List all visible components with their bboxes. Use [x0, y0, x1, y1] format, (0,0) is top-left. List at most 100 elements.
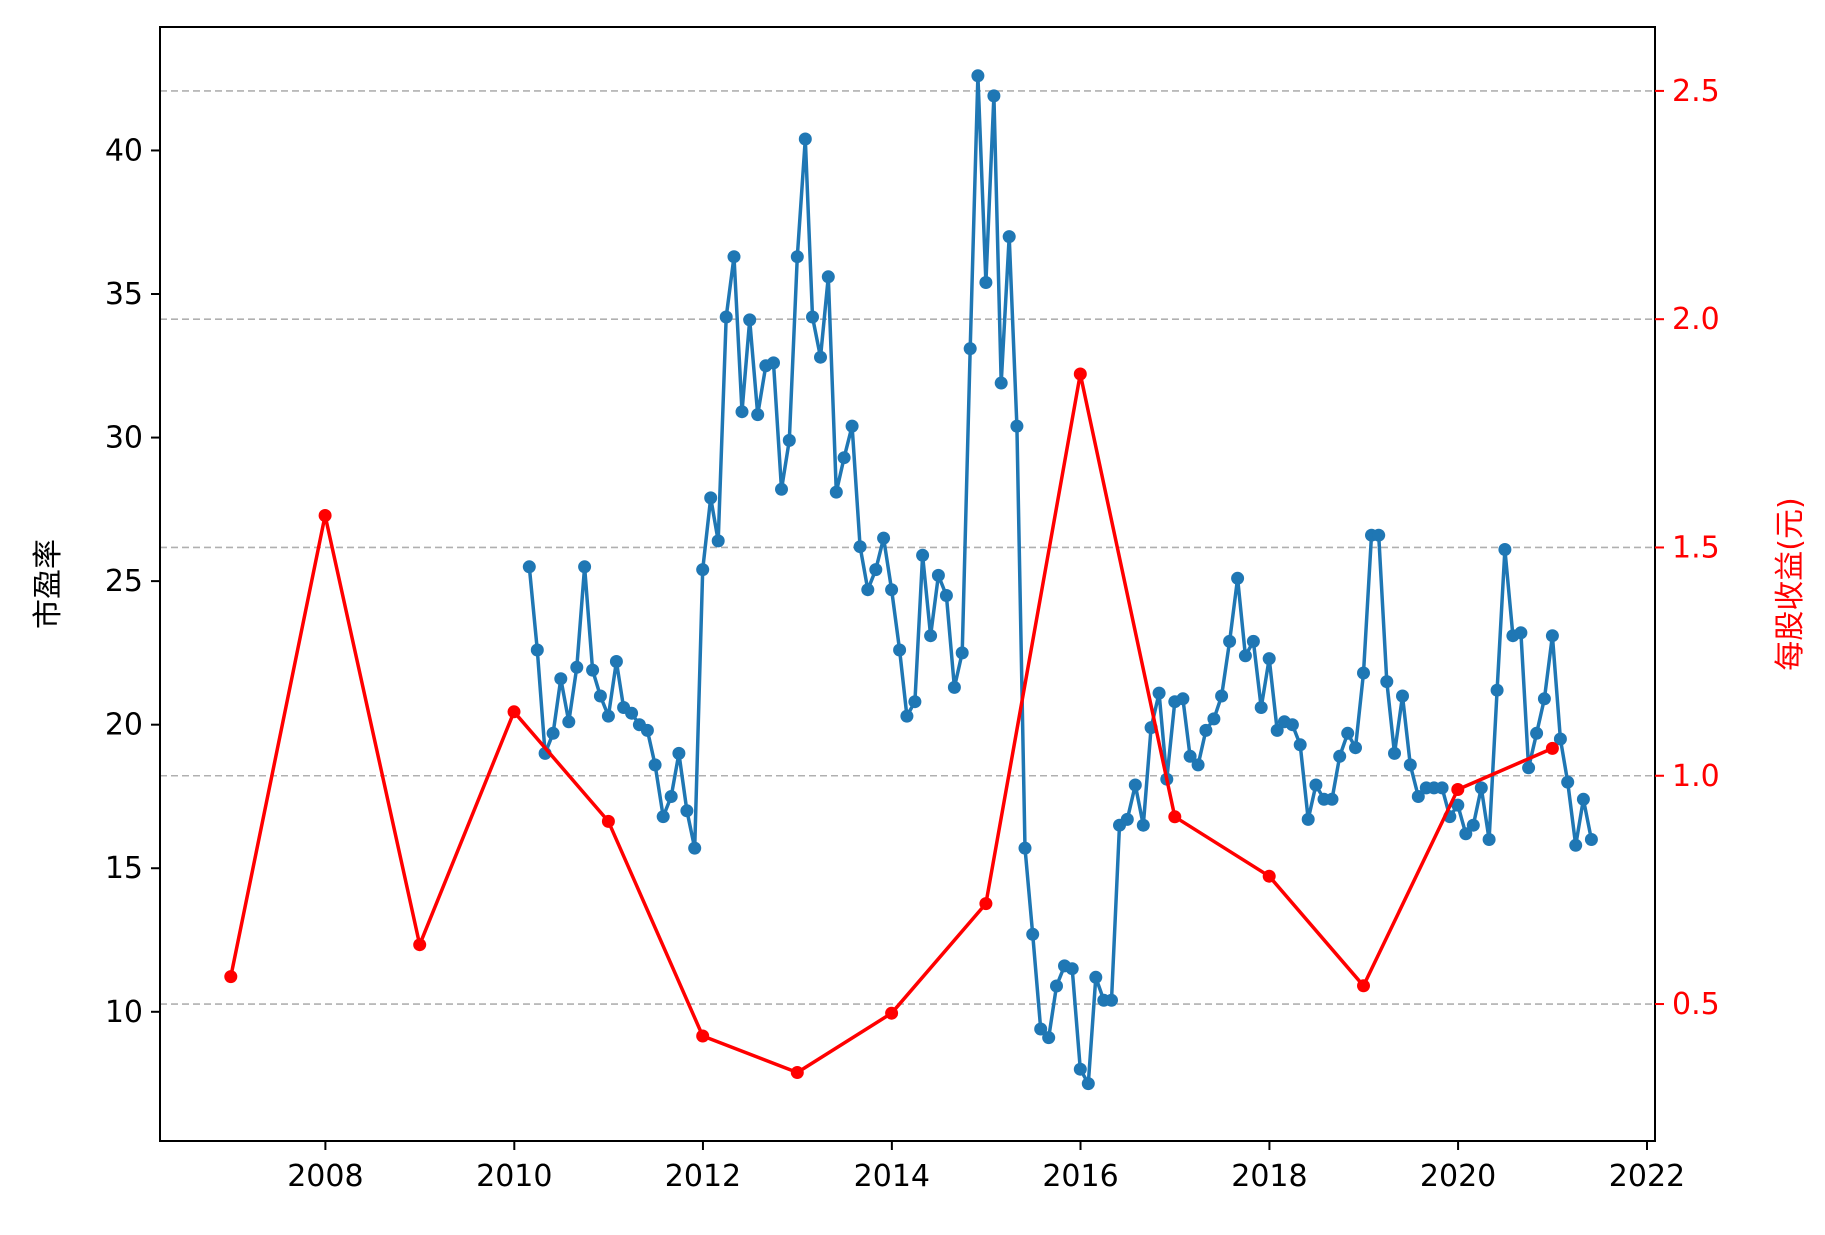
pe-point — [1089, 970, 1103, 984]
left-y-tick-label: 15 — [105, 851, 143, 886]
pe-point — [767, 356, 780, 370]
eps-point — [1451, 783, 1465, 796]
pe-point — [1530, 726, 1544, 740]
x-tick-label: 2008 — [287, 1159, 363, 1194]
left-y-tick-label: 40 — [105, 133, 143, 168]
pe-point — [688, 841, 702, 855]
pe-point — [1152, 686, 1166, 700]
pe-point — [1285, 718, 1299, 732]
pe-point — [1176, 692, 1190, 706]
pe-point — [727, 250, 741, 264]
pe-point — [719, 310, 733, 324]
left-y-tick-label: 35 — [105, 277, 143, 312]
grid-lines — [160, 90, 1655, 1005]
pe-point — [924, 629, 938, 643]
pe-point — [869, 563, 883, 577]
pe-point — [1183, 749, 1197, 763]
pe-point — [1380, 675, 1394, 689]
pe-point — [1199, 723, 1213, 737]
pe-point — [845, 419, 859, 433]
pe-point — [1349, 741, 1362, 755]
pe-point — [1065, 962, 1079, 976]
pe-point — [1459, 827, 1473, 841]
pe-point — [994, 376, 1008, 390]
pe-point — [1522, 761, 1536, 775]
pe-point — [1231, 571, 1245, 585]
pe-point — [971, 69, 985, 83]
pe-point — [1050, 979, 1063, 993]
pe-point — [1569, 838, 1583, 852]
eps-point — [885, 1006, 899, 1020]
pe-point — [743, 313, 757, 327]
pe-point — [609, 655, 623, 668]
pe-point — [1105, 993, 1118, 1007]
pe-point — [877, 531, 891, 545]
pe-point — [1333, 749, 1347, 763]
pe-point — [1341, 726, 1355, 740]
pe-point — [656, 810, 670, 824]
x-tick-label: 2016 — [1042, 1159, 1118, 1194]
eps-point — [601, 814, 615, 828]
pe-point — [1403, 758, 1417, 772]
pe-point — [1301, 812, 1315, 826]
pe-point — [1357, 666, 1370, 680]
eps-point — [507, 705, 521, 719]
eps-point — [979, 897, 993, 911]
pe-point — [806, 310, 819, 324]
pe-point — [947, 680, 961, 694]
pe-point — [798, 132, 812, 146]
eps-point — [1545, 741, 1559, 755]
pe-point — [1034, 1022, 1048, 1036]
pe-point — [672, 746, 686, 760]
pe-point — [586, 663, 600, 677]
pe-point — [711, 534, 725, 548]
pe-point — [916, 548, 930, 562]
pe-point — [853, 540, 867, 554]
pe-point — [1026, 927, 1040, 941]
pe-point — [775, 482, 788, 496]
pe-point — [1309, 778, 1323, 792]
x-tick-label: 2012 — [665, 1159, 741, 1194]
pe-point — [1490, 683, 1504, 697]
left-y-axis-ticks: 10 15 20 25 30 35 40 — [105, 133, 160, 1030]
pe-point — [530, 643, 544, 657]
pe-point — [735, 405, 749, 419]
pe-point — [578, 560, 592, 574]
pe-point — [1451, 798, 1465, 812]
pe-point — [931, 568, 945, 582]
pe-point — [1553, 732, 1567, 746]
right-y-tick-label: 2.5 — [1672, 74, 1720, 109]
pe-point — [963, 342, 977, 356]
pe-point — [1136, 818, 1150, 832]
pe-point — [979, 276, 993, 289]
pe-point — [1254, 701, 1268, 714]
pe-point — [554, 672, 568, 686]
pe-point — [664, 790, 678, 803]
pe-point — [1372, 528, 1386, 542]
left-y-axis-label: 市盈率 — [31, 539, 66, 629]
eps-point — [1262, 869, 1276, 883]
pe-point — [680, 804, 694, 818]
x-tick-label: 2018 — [1231, 1159, 1307, 1194]
eps-point — [790, 1066, 804, 1079]
pe-point — [939, 589, 953, 602]
pe-point — [1073, 1062, 1087, 1076]
pe-line — [527, 74, 1594, 1086]
pe-point — [625, 706, 639, 720]
pe-point — [1223, 634, 1237, 648]
pe-point — [704, 491, 718, 505]
pe-point — [570, 660, 584, 674]
pe-point — [1576, 792, 1590, 806]
pe-point — [1207, 712, 1221, 726]
pe-point — [1537, 692, 1551, 706]
pe-point — [1474, 781, 1488, 795]
pe-point — [1120, 812, 1134, 826]
pe-point — [900, 709, 914, 723]
pe-point — [1514, 626, 1528, 640]
x-tick-label: 2022 — [1609, 1159, 1685, 1194]
eps-point — [1073, 367, 1087, 381]
pe-point — [696, 563, 710, 577]
pe-point — [1435, 781, 1449, 795]
eps-point — [1168, 810, 1182, 824]
